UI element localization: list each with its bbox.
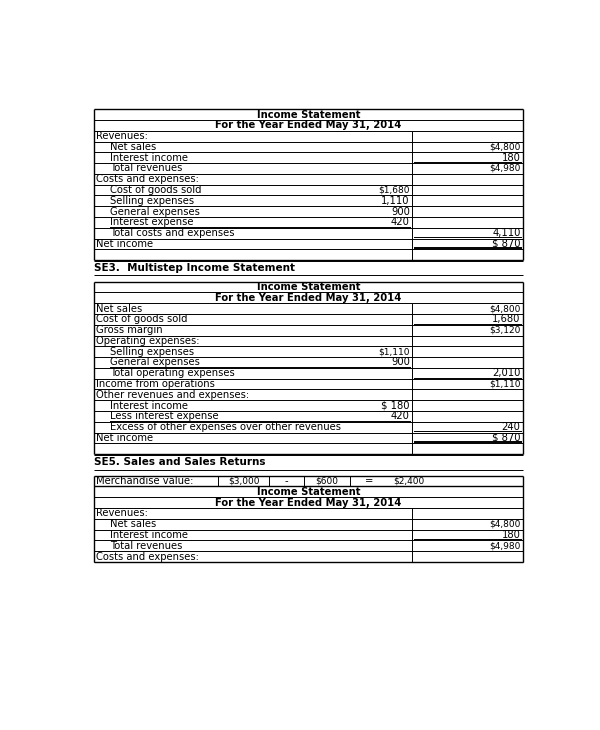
Text: $2,400: $2,400 bbox=[393, 477, 424, 485]
Text: SE3.  Multistep Income Statement: SE3. Multistep Income Statement bbox=[94, 263, 295, 273]
Text: $ 870: $ 870 bbox=[492, 239, 521, 249]
Text: For the Year Ended May 31, 2014: For the Year Ended May 31, 2014 bbox=[215, 120, 402, 131]
Text: Cost of goods sold: Cost of goods sold bbox=[96, 315, 187, 324]
Text: $1,110: $1,110 bbox=[489, 380, 521, 388]
Text: Net income: Net income bbox=[96, 433, 153, 443]
Text: 2,010: 2,010 bbox=[492, 368, 521, 378]
Text: Income Statement: Income Statement bbox=[257, 110, 361, 120]
Text: $4,980: $4,980 bbox=[489, 541, 521, 550]
Text: $ 870: $ 870 bbox=[492, 433, 521, 443]
Text: $4,800: $4,800 bbox=[489, 142, 521, 151]
Text: $1,680: $1,680 bbox=[379, 185, 410, 194]
Text: Income from operations: Income from operations bbox=[96, 379, 215, 389]
Text: Total operating expenses: Total operating expenses bbox=[110, 368, 235, 378]
Text: 420: 420 bbox=[391, 218, 410, 227]
Text: Interest income: Interest income bbox=[110, 530, 188, 540]
Text: Total revenues: Total revenues bbox=[110, 541, 182, 550]
Text: $1,110: $1,110 bbox=[379, 347, 410, 356]
Text: $600: $600 bbox=[316, 477, 338, 485]
Text: 180: 180 bbox=[502, 530, 521, 540]
Text: $4,980: $4,980 bbox=[489, 164, 521, 173]
Text: Net sales: Net sales bbox=[96, 304, 142, 314]
Text: Interest income: Interest income bbox=[110, 401, 188, 410]
Text: Operating expenses:: Operating expenses: bbox=[96, 336, 199, 346]
Text: Revenues:: Revenues: bbox=[96, 131, 148, 141]
Text: Cost of goods sold: Cost of goods sold bbox=[110, 185, 202, 195]
Text: Excess of other expenses over other revenues: Excess of other expenses over other reve… bbox=[110, 422, 341, 432]
Text: $3,120: $3,120 bbox=[489, 326, 521, 334]
Text: Income Statement: Income Statement bbox=[257, 487, 361, 497]
Text: Gross margin: Gross margin bbox=[96, 325, 163, 335]
Text: Other revenues and expenses:: Other revenues and expenses: bbox=[96, 390, 249, 400]
Text: Net income: Net income bbox=[96, 239, 153, 249]
Text: Interest expense: Interest expense bbox=[110, 218, 193, 227]
Text: For the Year Ended May 31, 2014: For the Year Ended May 31, 2014 bbox=[215, 293, 402, 303]
Text: $4,800: $4,800 bbox=[489, 304, 521, 313]
Text: $4,800: $4,800 bbox=[489, 520, 521, 529]
Text: General expenses: General expenses bbox=[110, 358, 200, 367]
Text: =: = bbox=[365, 476, 374, 486]
Text: Less interest expense: Less interest expense bbox=[110, 412, 218, 421]
Text: 1,680: 1,680 bbox=[492, 315, 521, 324]
Text: $ 180: $ 180 bbox=[382, 401, 410, 410]
Text: Merchandise value:: Merchandise value: bbox=[96, 476, 193, 486]
Text: 900: 900 bbox=[391, 358, 410, 367]
Text: 4,110: 4,110 bbox=[492, 228, 521, 238]
Text: 1,110: 1,110 bbox=[382, 196, 410, 206]
Text: 900: 900 bbox=[391, 207, 410, 217]
Text: SE5. Sales and Sales Returns: SE5. Sales and Sales Returns bbox=[94, 457, 266, 466]
Text: Income Statement: Income Statement bbox=[257, 282, 361, 292]
Text: $3,000: $3,000 bbox=[228, 477, 259, 485]
Text: Costs and expenses:: Costs and expenses: bbox=[96, 174, 199, 184]
Text: Revenues:: Revenues: bbox=[96, 508, 148, 518]
Text: 420: 420 bbox=[391, 412, 410, 421]
Text: Selling expenses: Selling expenses bbox=[110, 196, 194, 206]
Text: General expenses: General expenses bbox=[110, 207, 200, 217]
Text: Selling expenses: Selling expenses bbox=[110, 347, 194, 357]
Text: Costs and expenses:: Costs and expenses: bbox=[96, 552, 199, 561]
Text: Interest income: Interest income bbox=[110, 153, 188, 163]
Text: -: - bbox=[284, 476, 288, 486]
Text: Total costs and expenses: Total costs and expenses bbox=[110, 228, 235, 238]
Text: Total revenues: Total revenues bbox=[110, 164, 182, 174]
Text: 180: 180 bbox=[502, 153, 521, 163]
Text: Net sales: Net sales bbox=[110, 519, 156, 529]
Text: For the Year Ended May 31, 2014: For the Year Ended May 31, 2014 bbox=[215, 498, 402, 507]
Text: 240: 240 bbox=[502, 422, 521, 432]
Text: Net sales: Net sales bbox=[110, 142, 156, 152]
